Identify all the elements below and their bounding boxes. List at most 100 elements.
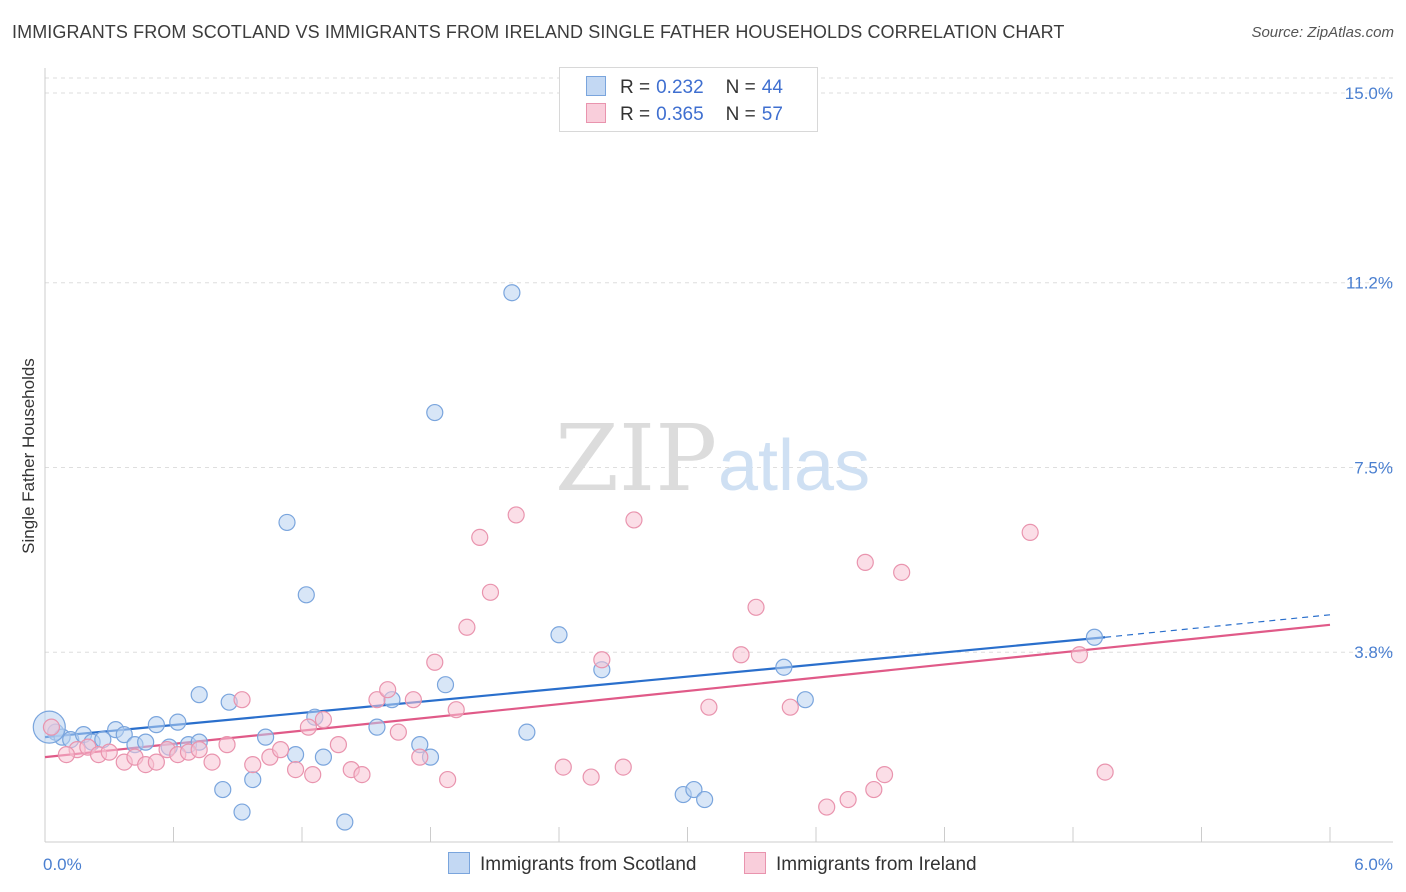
data-point-scotland (796, 691, 814, 709)
y-tick-label: 7.5% (1354, 458, 1393, 477)
y-tick-label: 11.2% (1346, 274, 1393, 293)
data-point-ireland (471, 528, 489, 546)
data-point-ireland (411, 748, 429, 766)
chart-title: IMMIGRANTS FROM SCOTLAND VS IMMIGRANTS F… (12, 22, 1065, 42)
bottom-legend-scotland[interactable]: Immigrants from Scotland (448, 852, 696, 876)
watermark-zip: ZIP (555, 405, 717, 512)
data-point-ireland (233, 691, 251, 709)
data-point-ireland (218, 736, 236, 754)
data-point-ireland (856, 553, 874, 571)
bottom-legend-swatch-scotland (448, 852, 470, 874)
trend-line-scotland (44, 636, 1106, 739)
y-tick-label: 15.0% (1345, 84, 1393, 103)
data-point-scotland (368, 718, 386, 736)
data-point-ireland (426, 653, 444, 671)
data-point-ireland (1070, 646, 1089, 664)
data-point-ireland (389, 723, 407, 741)
data-point-ireland (304, 765, 322, 784)
data-point-ireland (875, 765, 894, 784)
trend-line-extension-scotland (1105, 614, 1331, 638)
data-point-ireland (839, 790, 857, 809)
data-point-scotland (775, 658, 793, 676)
data-point-ireland (818, 798, 836, 816)
trend-lines (44, 614, 1331, 759)
tick-labels: 3.8% 7.5% 11.2% 15.0% 0.0% 6.0% (43, 84, 1393, 874)
data-point-scotland (233, 803, 251, 821)
data-point-scotland (685, 780, 703, 799)
legend-n-label: N = (725, 104, 756, 125)
data-point-ireland (42, 718, 61, 736)
data-points (32, 284, 1114, 831)
data-point-scotland (169, 713, 187, 731)
legend-r-value: 0.232 (656, 77, 704, 98)
data-point-ireland (329, 736, 348, 754)
data-point-ireland (893, 563, 911, 581)
data-point-scotland (137, 733, 155, 751)
x-tick-label: 0.0% (43, 855, 82, 874)
bottom-legend-swatch-ireland (744, 852, 766, 874)
legend-row-scotland: R = 0.232 N = 44 (586, 76, 783, 100)
data-point-scotland (278, 513, 296, 532)
data-point-ireland (614, 758, 632, 776)
data-point-ireland (865, 780, 883, 799)
data-point-scotland (214, 780, 232, 799)
legend-n-value: 44 (761, 77, 783, 98)
data-point-ireland (404, 691, 422, 709)
data-point-ireland (507, 506, 525, 524)
legend-r-label: R = (620, 77, 651, 98)
data-point-ireland (1021, 523, 1039, 542)
data-point-scotland (314, 748, 333, 766)
data-point-ireland (458, 618, 476, 636)
data-point-ireland (732, 646, 750, 664)
bottom-legend-label-ireland: Immigrants from Ireland (776, 854, 977, 875)
watermark-atlas: atlas (718, 426, 870, 506)
data-point-ireland (57, 746, 76, 764)
data-point-scotland (297, 586, 315, 604)
data-point-ireland (203, 753, 221, 771)
data-point-ireland (271, 741, 290, 759)
data-point-scotland (550, 626, 568, 644)
data-point-ireland (439, 770, 457, 789)
data-point-scotland (147, 716, 165, 734)
data-point-ireland (379, 681, 397, 699)
data-point-scotland (190, 686, 208, 704)
legend-n-value: 57 (761, 104, 783, 125)
data-point-scotland (244, 770, 262, 789)
data-point-ireland (1096, 763, 1114, 781)
legend-r-value: 0.365 (656, 104, 704, 125)
watermark: ZIP atlas (555, 405, 870, 512)
y-tick-label: 3.8% (1354, 643, 1393, 662)
data-point-ireland (593, 651, 611, 669)
legend-n-label: N = (725, 77, 756, 98)
data-point-ireland (244, 756, 262, 774)
data-point-ireland (353, 765, 371, 784)
data-point-scotland (286, 746, 305, 764)
legend-swatch-ireland (586, 103, 606, 123)
data-point-ireland (700, 698, 718, 716)
data-point-scotland (503, 284, 521, 302)
data-point-ireland (100, 743, 118, 761)
legend-swatch-scotland (586, 76, 606, 96)
correlation-legend: R = 0.232 N = 44 R = 0.365 N = 57 (559, 67, 818, 132)
data-point-ireland (368, 691, 386, 709)
bottom-legend-label-scotland: Immigrants from Scotland (480, 854, 697, 875)
data-point-scotland (1085, 628, 1104, 646)
data-point-ireland (286, 760, 305, 779)
bottom-legend-ireland[interactable]: Immigrants from Ireland (744, 852, 977, 876)
data-point-ireland (190, 741, 208, 759)
data-point-ireland (447, 701, 465, 719)
data-point-scotland (426, 403, 444, 422)
data-point-scotland (336, 813, 354, 831)
data-point-ireland (747, 598, 765, 616)
data-point-ireland (582, 768, 600, 786)
data-point-ireland (314, 711, 333, 729)
data-point-scotland (518, 723, 536, 741)
grid-lines (45, 77, 1393, 653)
data-point-scotland (256, 728, 275, 746)
legend-r-label: R = (620, 104, 651, 125)
data-point-ireland (481, 583, 500, 601)
data-point-scotland (696, 790, 714, 809)
legend-row-ireland: R = 0.365 N = 57 (586, 103, 783, 127)
source-label[interactable]: Source: ZipAtlas.com (1251, 24, 1394, 41)
